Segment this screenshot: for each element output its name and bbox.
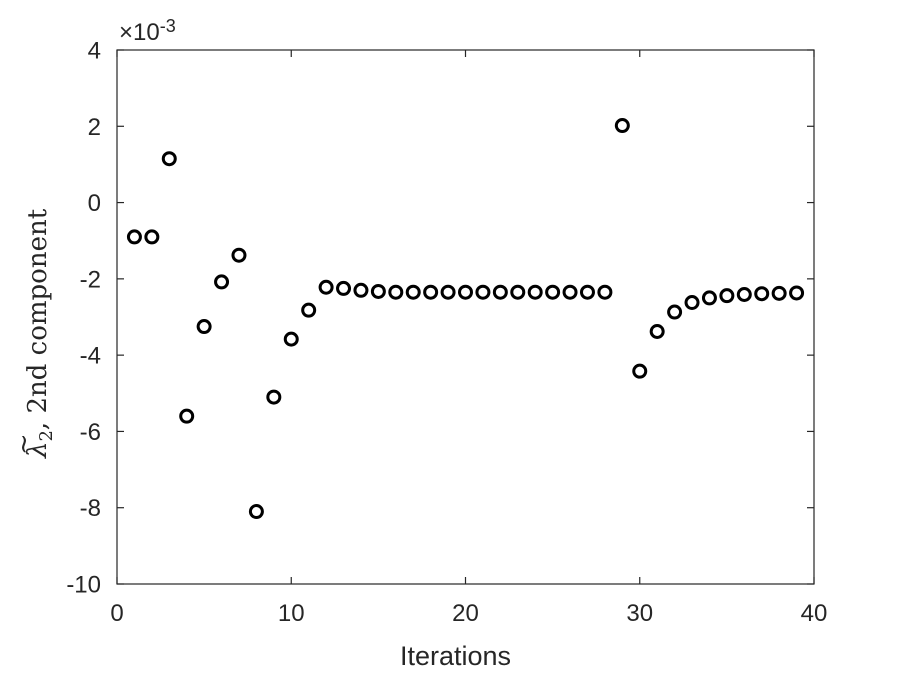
data-point (719, 288, 735, 304)
y-tick-label: 2 (88, 114, 101, 141)
data-point (336, 280, 352, 296)
data-point (510, 284, 526, 300)
data-point (370, 283, 386, 299)
y-tick-label: -6 (80, 419, 101, 446)
y-axis-label-text: , 2nd component (23, 208, 53, 430)
data-point (388, 284, 404, 300)
data-point (684, 295, 700, 311)
data-point (649, 323, 665, 339)
data-point (161, 151, 177, 167)
y-tick-label: -10 (66, 572, 101, 599)
data-point (214, 274, 230, 290)
data-point (754, 286, 770, 302)
data-point (405, 284, 421, 300)
data-point (179, 408, 195, 424)
data-point (353, 282, 369, 298)
data-points (126, 118, 805, 520)
data-point (579, 284, 595, 300)
data-point (771, 285, 787, 301)
y-tick-labels: -10 -8 -6 -4 -2 0 2 4 (66, 38, 101, 599)
axis-ticks (116, 49, 815, 585)
y-exponent-value: -3 (160, 16, 176, 36)
y-axis-label-subscript: 2 (36, 430, 57, 441)
data-point (144, 229, 160, 245)
y-axis-label-symbol: λ (23, 442, 53, 459)
data-point (562, 284, 578, 300)
y-axis-label: ~ λ2, 2nd component (9, 208, 57, 459)
data-point (527, 284, 543, 300)
y-axis-label-tilde: ~ (9, 433, 39, 455)
y-exponent-label: ×10-3 (119, 16, 176, 46)
data-point (440, 284, 456, 300)
data-point (196, 319, 212, 335)
data-point (597, 284, 613, 300)
data-point (632, 363, 648, 379)
y-tick-label: 4 (88, 38, 101, 65)
data-point (231, 247, 247, 263)
x-tick-labels: 0 10 20 30 40 (110, 600, 827, 627)
x-axis-label: Iterations (400, 641, 511, 671)
y-tick-label: -2 (80, 266, 101, 293)
data-point (545, 284, 561, 300)
plot-area (116, 49, 815, 585)
data-point (126, 229, 142, 245)
data-point (789, 285, 805, 301)
svg-text:λ2, 2nd component: λ2, 2nd component (23, 208, 57, 459)
x-tick-label: 10 (278, 600, 305, 627)
x-tick-label: 20 (452, 600, 479, 627)
data-point (475, 284, 491, 300)
data-point (423, 284, 439, 300)
data-point (701, 290, 717, 306)
y-exponent-prefix: ×10 (119, 19, 160, 46)
y-tick-label: 0 (88, 190, 101, 217)
data-point (458, 284, 473, 300)
data-point (301, 302, 317, 318)
y-tick-label: -8 (80, 495, 101, 522)
y-tick-label: -4 (80, 343, 101, 370)
data-point (266, 389, 282, 405)
data-point (736, 286, 752, 302)
data-point (667, 304, 683, 320)
x-tick-label: 40 (801, 600, 828, 627)
x-tick-label: 30 (626, 600, 653, 627)
data-point (614, 118, 630, 134)
data-point (283, 331, 299, 347)
x-tick-label: 0 (110, 600, 123, 627)
data-point (492, 284, 508, 300)
data-point (318, 279, 334, 295)
data-point (248, 504, 264, 520)
